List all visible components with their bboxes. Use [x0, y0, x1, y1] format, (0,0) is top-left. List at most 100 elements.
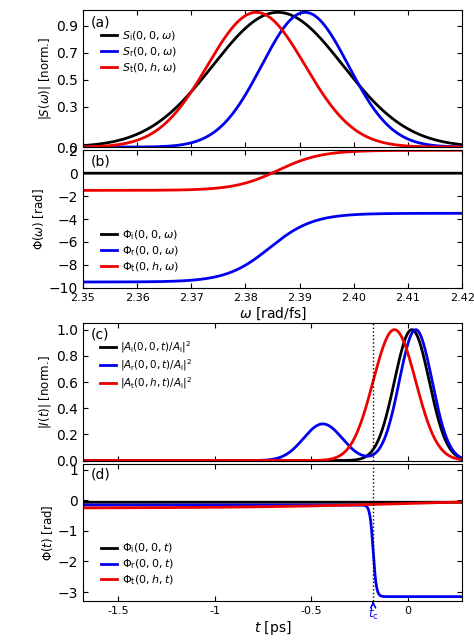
$\Phi_\mathregular{t}(0,h,\omega)$ — [242, 179, 247, 187]
$\Phi_\mathregular{t}(0,h,t)$ — [149, 504, 155, 512]
$\Phi_\mathregular{r}(0,0,t)$ — [459, 593, 465, 601]
$|A_\mathregular{t}(0,h,t)/A_\mathregular{i}|^2$ — [392, 326, 398, 334]
$|A_\mathregular{i}(0,0,t)/A_\mathregular{i}|^2$ — [149, 457, 155, 464]
Text: (a): (a) — [91, 15, 110, 29]
Line: $S_\mathregular{t}(0,h,\omega)$: $S_\mathregular{t}(0,h,\omega)$ — [83, 12, 462, 147]
Line: $|A_\mathregular{r}(0,0,t)/A_\mathregular{i}|^2$: $|A_\mathregular{r}(0,0,t)/A_\mathregula… — [83, 330, 462, 460]
Y-axis label: $\Phi(\omega)$ [rad]: $\Phi(\omega)$ [rad] — [31, 188, 46, 250]
$\Phi_\mathregular{r}(0,0,\omega)$ — [146, 278, 152, 285]
$|A_\mathregular{i}(0,0,t)/A_\mathregular{i}|^2$ — [327, 457, 332, 464]
$|A_\mathregular{t}(0,h,t)/A_\mathregular{i}|^2$ — [308, 457, 313, 464]
$|A_\mathregular{r}(0,0,t)/A_\mathregular{i}|^2$ — [413, 326, 419, 334]
$|A_\mathregular{t}(0,h,t)/A_\mathregular{i}|^2$ — [225, 457, 231, 464]
$\Phi_\mathregular{t}(0,h,t)$ — [327, 502, 332, 509]
Legend: $\Phi_\mathregular{i}(0,0,\omega)$, $\Phi_\mathregular{r}(0,0,\omega)$, $\Phi_\m: $\Phi_\mathregular{i}(0,0,\omega)$, $\Ph… — [96, 224, 183, 278]
$\Phi_\mathregular{r}(0,0,\omega)$ — [80, 278, 86, 286]
$\Phi_\mathregular{t}(0,h,\omega)$ — [123, 186, 129, 194]
$\Phi_\mathregular{t}(0,h,t)$ — [459, 498, 465, 506]
Y-axis label: $|S(\omega)|$ [norm.]: $|S(\omega)|$ [norm.] — [37, 37, 53, 120]
$\Phi_\mathregular{r}(0,0,\omega)$ — [242, 262, 247, 269]
$S_\mathregular{i}(0,0,\omega)$ — [459, 141, 465, 149]
$S_\mathregular{i}(0,0,\omega)$ — [242, 25, 247, 33]
$S_\mathregular{i}(0,0,\omega)$ — [80, 141, 86, 149]
$S_\mathregular{t}(0,h,\omega)$ — [146, 131, 152, 139]
$|A_\mathregular{r}(0,0,t)/A_\mathregular{i}|^2$ — [327, 422, 332, 430]
$\Phi_\mathregular{i}(0,0,t)$ — [80, 498, 86, 506]
X-axis label: $\omega$ [rad/fs]: $\omega$ [rad/fs] — [239, 305, 306, 322]
$\Phi_\mathregular{i}(0,0,\omega)$ — [411, 169, 417, 177]
Line: $\Phi_\mathregular{r}(0,0,\omega)$: $\Phi_\mathregular{r}(0,0,\omega)$ — [83, 213, 462, 282]
$|A_\mathregular{r}(0,0,t)/A_\mathregular{i}|^2$ — [392, 399, 398, 406]
$\Phi_\mathregular{i}(0,0,\omega)$ — [452, 169, 457, 177]
$|A_\mathregular{i}(0,0,t)/A_\mathregular{i}|^2$ — [308, 457, 313, 464]
Line: $S_\mathregular{i}(0,0,\omega)$: $S_\mathregular{i}(0,0,\omega)$ — [83, 12, 462, 145]
$|A_\mathregular{r}(0,0,t)/A_\mathregular{i}|^2$ — [363, 452, 369, 460]
$\Phi_\mathregular{i}(0,0,t)$ — [149, 498, 155, 506]
$S_\mathregular{r}(0,0,\omega)$ — [123, 143, 129, 151]
$\Phi_\mathregular{i}(0,0,\omega)$ — [123, 169, 129, 177]
$S_\mathregular{t}(0,h,\omega)$ — [411, 143, 417, 150]
$S_\mathregular{i}(0,0,\omega)$ — [123, 134, 129, 142]
$\Phi_\mathregular{r}(0,0,t)$ — [392, 593, 398, 601]
$|A_\mathregular{i}(0,0,t)/A_\mathregular{i}|^2$ — [225, 457, 231, 464]
$\Phi_\mathregular{t}(0,h,t)$ — [308, 502, 313, 510]
$S_\mathregular{i}(0,0,\omega)$ — [146, 125, 152, 132]
Legend: $S_\mathregular{i}(0,0,\omega)$, $S_\mathregular{r}(0,0,\omega)$, $S_\mathregula: $S_\mathregular{i}(0,0,\omega)$, $S_\mat… — [96, 25, 182, 79]
$S_\mathregular{r}(0,0,\omega)$ — [302, 8, 308, 16]
$S_\mathregular{i}(0,0,\omega)$ — [452, 140, 458, 148]
$|A_\mathregular{i}(0,0,t)/A_\mathregular{i}|^2$ — [459, 455, 465, 462]
$S_\mathregular{r}(0,0,\omega)$ — [459, 143, 465, 150]
$S_\mathregular{t}(0,h,\omega)$ — [123, 140, 129, 147]
$\Phi_\mathregular{t}(0,h,t)$ — [225, 503, 231, 511]
$\Phi_\mathregular{i}(0,0,t)$ — [225, 498, 231, 506]
$\Phi_\mathregular{i}(0,0,\omega)$ — [80, 169, 86, 177]
Text: $t_\mathregular{c}$: $t_\mathregular{c}$ — [368, 465, 378, 493]
$S_\mathregular{t}(0,h,\omega)$ — [242, 12, 247, 20]
$\Phi_\mathregular{t}(0,h,\omega)$ — [146, 186, 152, 194]
$S_\mathregular{i}(0,0,\omega)$ — [226, 42, 231, 50]
Text: $t_\mathregular{c}$: $t_\mathregular{c}$ — [368, 603, 378, 622]
$|A_\mathregular{t}(0,h,t)/A_\mathregular{i}|^2$ — [80, 457, 86, 464]
$S_\mathregular{i}(0,0,\omega)$ — [411, 128, 417, 136]
Text: (d): (d) — [91, 468, 110, 482]
$\Phi_\mathregular{r}(0,0,t)$ — [225, 501, 231, 509]
$S_\mathregular{r}(0,0,\omega)$ — [452, 143, 458, 150]
$S_\mathregular{t}(0,h,\omega)$ — [226, 29, 231, 37]
$S_\mathregular{t}(0,h,\omega)$ — [459, 143, 465, 151]
$\Phi_\mathregular{i}(0,0,\omega)$ — [459, 169, 465, 177]
Line: $|A_\mathregular{t}(0,h,t)/A_\mathregular{i}|^2$: $|A_\mathregular{t}(0,h,t)/A_\mathregula… — [83, 330, 462, 460]
Y-axis label: $|I(t)|$ [norm.]: $|I(t)|$ [norm.] — [37, 355, 53, 429]
$S_\mathregular{t}(0,h,\omega)$ — [80, 143, 86, 150]
$\Phi_\mathregular{t}(0,h,\omega)$ — [452, 147, 457, 154]
$\Phi_\mathregular{i}(0,0,\omega)$ — [146, 169, 152, 177]
$|A_\mathregular{t}(0,h,t)/A_\mathregular{i}|^2$ — [149, 457, 155, 464]
$\Phi_\mathregular{i}(0,0,t)$ — [308, 498, 313, 506]
$|A_\mathregular{t}(0,h,t)/A_\mathregular{i}|^2$ — [363, 403, 369, 411]
$\Phi_\mathregular{r}(0,0,t)$ — [80, 501, 86, 509]
$\Phi_\mathregular{t}(0,h,\omega)$ — [411, 147, 417, 154]
$|A_\mathregular{r}(0,0,t)/A_\mathregular{i}|^2$ — [308, 427, 313, 435]
$S_\mathregular{r}(0,0,\omega)$ — [411, 138, 417, 145]
$|A_\mathregular{i}(0,0,t)/A_\mathregular{i}|^2$ — [363, 453, 369, 460]
$S_\mathregular{r}(0,0,\omega)$ — [146, 143, 152, 150]
$\Phi_\mathregular{t}(0,h,\omega)$ — [459, 147, 465, 154]
Legend: $\Phi_\mathregular{i}(0,0,t)$, $\Phi_\mathregular{r}(0,0,t)$, $\Phi_\mathregular: $\Phi_\mathregular{i}(0,0,t)$, $\Phi_\ma… — [96, 538, 178, 592]
$\Phi_\mathregular{i}(0,0,t)$ — [327, 498, 332, 506]
$\Phi_\mathregular{r}(0,0,\omega)$ — [459, 210, 465, 217]
Line: $\Phi_\mathregular{r}(0,0,t)$: $\Phi_\mathregular{r}(0,0,t)$ — [83, 505, 462, 597]
$\Phi_\mathregular{r}(0,0,\omega)$ — [226, 269, 231, 277]
Line: $|A_\mathregular{i}(0,0,t)/A_\mathregular{i}|^2$: $|A_\mathregular{i}(0,0,t)/A_\mathregula… — [83, 330, 462, 460]
$S_\mathregular{r}(0,0,\omega)$ — [80, 143, 86, 151]
$\Phi_\mathregular{t}(0,h,t)$ — [80, 504, 86, 512]
$S_\mathregular{t}(0,h,\omega)$ — [452, 143, 458, 151]
Legend: $|A_\mathregular{i}(0,0,t)/A_\mathregular{i}|^2$, $|A_\mathregular{r}(0,0,t)/A_\: $|A_\mathregular{i}(0,0,t)/A_\mathregula… — [96, 335, 196, 395]
$\Phi_\mathregular{i}(0,0,t)$ — [459, 498, 465, 506]
$\Phi_\mathregular{r}(0,0,t)$ — [429, 593, 435, 601]
Line: $\Phi_\mathregular{t}(0,h,\omega)$: $\Phi_\mathregular{t}(0,h,\omega)$ — [83, 150, 462, 190]
$\Phi_\mathregular{r}(0,0,\omega)$ — [123, 278, 129, 285]
$\Phi_\mathregular{r}(0,0,\omega)$ — [452, 210, 457, 217]
$S_\mathregular{r}(0,0,\omega)$ — [226, 115, 231, 123]
$\Phi_\mathregular{r}(0,0,t)$ — [149, 501, 155, 509]
$\Phi_\mathregular{i}(0,0,t)$ — [363, 498, 369, 506]
$S_\mathregular{r}(0,0,\omega)$ — [242, 92, 247, 100]
